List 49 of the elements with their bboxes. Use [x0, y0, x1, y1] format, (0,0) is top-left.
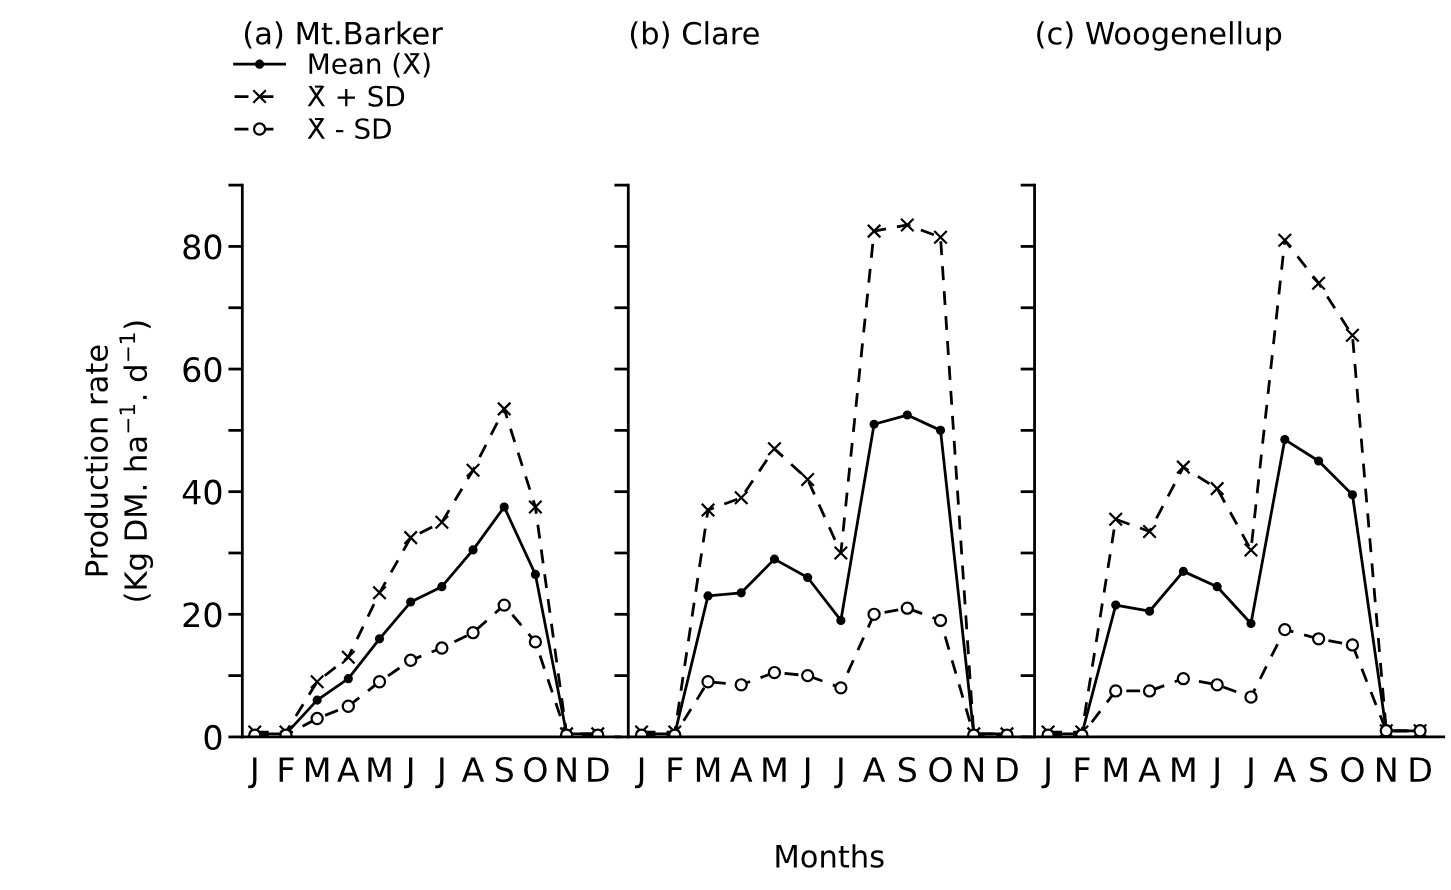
x-tick-label: D [997, 757, 1018, 782]
x-tick-label: J [1244, 757, 1253, 789]
x-tick-label: F [279, 757, 294, 782]
x-tick-label: J [1041, 757, 1050, 789]
x-tick-label: A [461, 757, 485, 782]
x-axis-title: Months [776, 844, 884, 868]
x-tick-label: A [730, 757, 753, 782]
legend-label: X̄ + SD [307, 85, 405, 107]
legend-label: Mean (X̄) [309, 52, 430, 78]
x-tick-label: A [1138, 757, 1161, 782]
x-tick-label: S [1310, 756, 1328, 783]
x-tick-label: M [368, 757, 391, 782]
chart-title: (b) Clare [630, 21, 759, 49]
legend-label: X̄ - SD [307, 118, 391, 140]
x-tick-label: N [557, 757, 576, 782]
y-tick-label: 60 [183, 356, 222, 383]
x-tick-label: O [1341, 756, 1364, 783]
x-tick-label: N [964, 757, 983, 782]
x-tick-label: A [1273, 757, 1296, 782]
x-tick-label: O [524, 756, 547, 783]
x-tick-label: S [898, 756, 917, 783]
y-tick-label: 0 [204, 724, 222, 751]
x-tick-label: J [634, 757, 644, 789]
x-tick-label: N [1377, 757, 1396, 782]
x-tick-label: F [1075, 757, 1090, 782]
y-tick-label: 40 [182, 479, 222, 505]
x-tick-label: O [929, 756, 952, 783]
x-tick-label: J [834, 757, 843, 789]
x-tick-label: M [306, 757, 329, 782]
x-tick-label: M [1172, 757, 1195, 782]
x-tick-label: D [588, 757, 609, 782]
x-tick-label: S [495, 756, 513, 783]
y-tick-label: 20 [183, 602, 222, 628]
x-tick-label: J [404, 757, 413, 789]
x-tick-label: M [1104, 757, 1127, 782]
x-tick-label: M [763, 757, 786, 782]
y-axis-title: Production rate (Kg DM. ha$^{−1}$. d$^{−1}$) [84, 321, 154, 601]
chart-title: (a) Mt.Barker [244, 21, 443, 49]
y-tick-label: 80 [183, 234, 222, 260]
x-tick-label: F [668, 757, 683, 782]
x-tick-label: A [337, 757, 360, 782]
x-tick-label: J [435, 757, 444, 789]
x-tick-label: J [248, 757, 257, 789]
chart-title: (c) Woogenellup [1037, 21, 1282, 51]
x-tick-label: M [696, 757, 720, 782]
x-tick-label: A [862, 757, 886, 782]
x-tick-label: D [1410, 757, 1431, 782]
x-tick-label: J [1210, 757, 1219, 789]
x-tick-label: J [801, 757, 810, 789]
